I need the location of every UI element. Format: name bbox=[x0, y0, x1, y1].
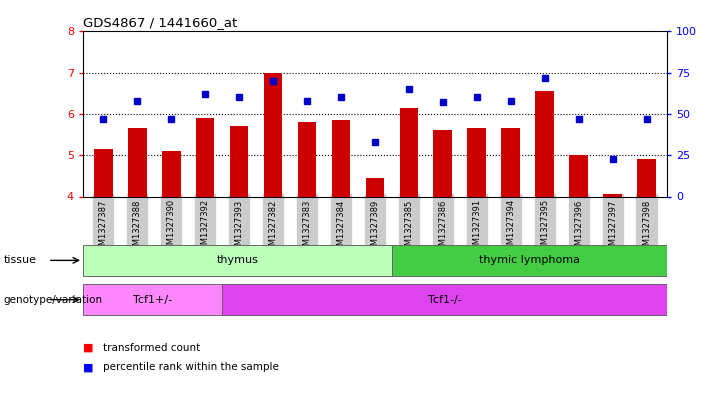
Bar bbox=[264, 73, 283, 196]
Text: ■: ■ bbox=[83, 343, 94, 353]
Bar bbox=[637, 160, 656, 196]
Text: ■: ■ bbox=[83, 362, 94, 373]
Bar bbox=[332, 120, 350, 196]
Bar bbox=[501, 129, 520, 196]
Bar bbox=[536, 91, 554, 196]
Bar bbox=[196, 118, 214, 196]
Bar bbox=[94, 149, 112, 196]
Bar bbox=[162, 151, 180, 196]
Bar bbox=[83, 284, 222, 315]
Text: GDS4867 / 1441660_at: GDS4867 / 1441660_at bbox=[83, 16, 237, 29]
Bar bbox=[433, 130, 452, 196]
Bar bbox=[570, 155, 588, 196]
Text: percentile rank within the sample: percentile rank within the sample bbox=[103, 362, 279, 373]
Text: tissue: tissue bbox=[4, 255, 37, 265]
Bar bbox=[603, 195, 622, 196]
Bar bbox=[399, 108, 418, 196]
Text: genotype/variation: genotype/variation bbox=[4, 295, 102, 305]
Bar bbox=[298, 122, 317, 196]
Bar bbox=[83, 245, 392, 276]
Text: Tcf1-/-: Tcf1-/- bbox=[428, 295, 461, 305]
Text: thymus: thymus bbox=[216, 255, 258, 265]
Bar bbox=[467, 129, 486, 196]
Text: transformed count: transformed count bbox=[103, 343, 200, 353]
Text: Tcf1+/-: Tcf1+/- bbox=[133, 295, 172, 305]
Text: thymic lymphoma: thymic lymphoma bbox=[479, 255, 580, 265]
Bar bbox=[366, 178, 384, 196]
Bar bbox=[128, 129, 146, 196]
Bar bbox=[230, 127, 249, 196]
Bar bbox=[392, 245, 667, 276]
Bar bbox=[222, 284, 667, 315]
